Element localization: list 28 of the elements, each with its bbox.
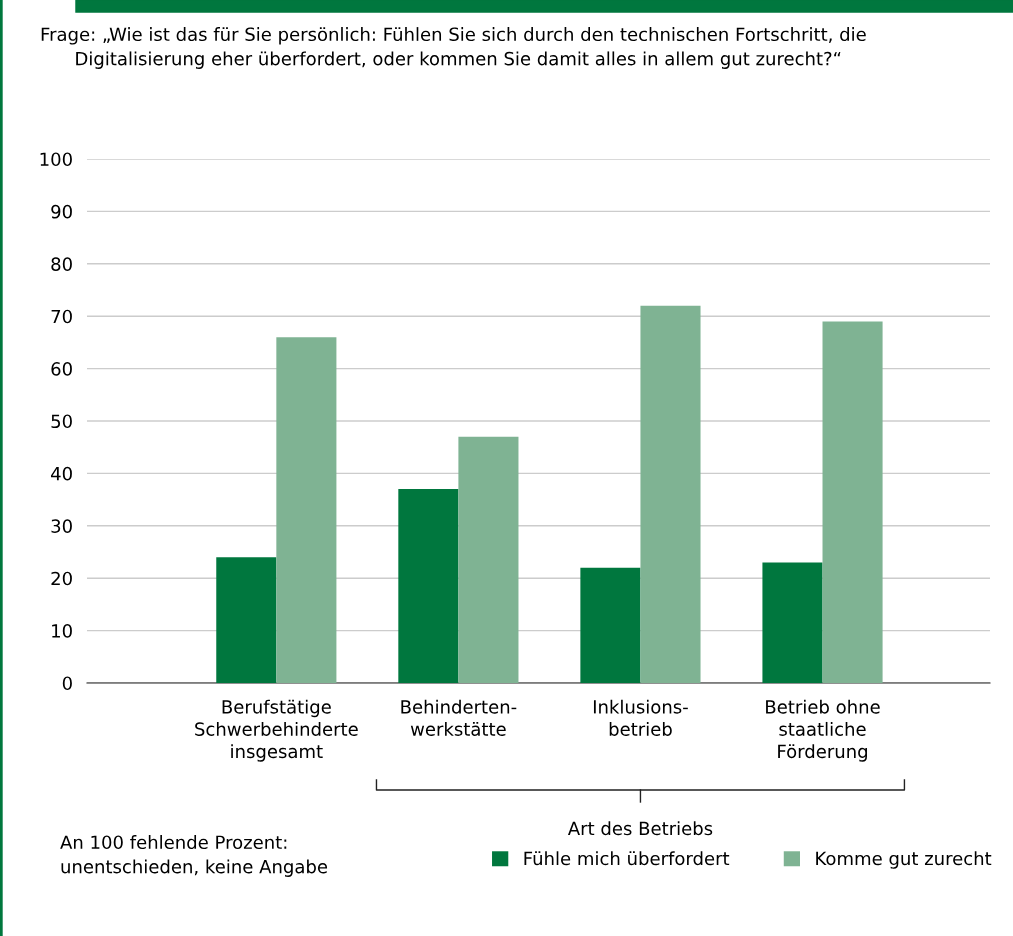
y-tick-label: 0 <box>62 676 72 691</box>
bar <box>458 436 519 683</box>
y-tick-label: 20 <box>51 571 72 586</box>
text: Art des Betriebs <box>567 821 713 836</box>
y-tick-label: 10 <box>52 624 72 638</box>
chart-title: Frage: „Wie ist das für Sie persönlich: Fühlen Sie sich durch den technischen Fortschritt, die Digitalisierung eher überfordert, oder kommen Sie damit alles in allem gut zurecht?“ <box>41 27 866 69</box>
legend-label: Fühle mich überfordert <box>524 851 730 866</box>
bar <box>580 567 641 683</box>
y-tick-label: 90 <box>51 204 72 219</box>
y-tick-label: 80 <box>51 257 72 271</box>
x-tick-label: Inklusions- betrieb <box>593 699 688 736</box>
bar <box>640 305 701 683</box>
bar <box>276 337 337 683</box>
bar <box>822 321 883 683</box>
bar <box>398 489 459 683</box>
bar <box>216 557 277 683</box>
y-tick-label: 70 <box>51 309 72 324</box>
y-tick-label: 60 <box>51 362 72 376</box>
y-tick-label: 100 <box>40 152 72 167</box>
bar <box>762 562 823 683</box>
text: An 100 fehlende Prozent: unentschieden, keine Angabe <box>60 835 328 877</box>
y-tick-label: 30 <box>51 519 72 533</box>
legend-label: Komme gut zurecht <box>816 851 992 869</box>
x-tick-label: Betrieb ohne staatliche Förderung <box>766 699 880 762</box>
x-tick-label: Berufstätige Schwerbehinderte insgesamt <box>195 699 358 762</box>
y-tick-label: 40 <box>51 466 72 481</box>
x-tick-label: Behinderten- werkstätte <box>401 699 517 736</box>
y-tick-label: 50 <box>51 414 72 429</box>
